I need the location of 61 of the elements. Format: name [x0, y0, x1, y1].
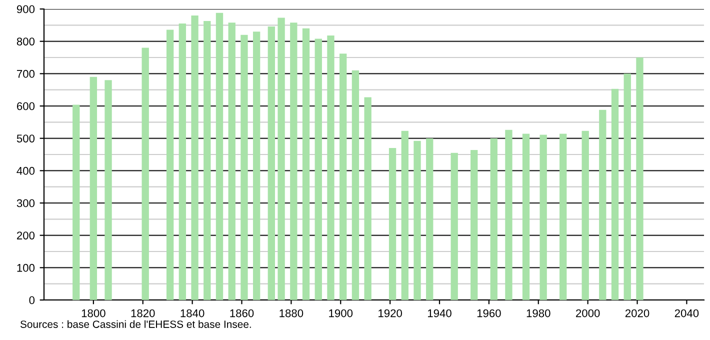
y-tick-label: 700 [17, 70, 35, 78]
bar [327, 36, 334, 300]
y-tick-label: 800 [16, 38, 35, 46]
bar [178, 24, 186, 300]
x-tick-label: 1980 [526, 309, 550, 318]
y-tick-label: 600 [17, 102, 35, 110]
bar [191, 15, 198, 300]
bar [72, 104, 80, 300]
bar [166, 30, 174, 300]
bar [470, 150, 478, 300]
bar [104, 80, 112, 300]
bar [90, 76, 98, 300]
x-tick-label: 1840 [180, 309, 204, 318]
source-note: Sources : base Cassini de l'EHESS et base Insee. [20, 320, 251, 328]
x-tick-label: 2000 [576, 309, 600, 318]
bar [450, 152, 458, 300]
x-tick-label: 1820 [131, 309, 155, 318]
y-tick-label: 900 [16, 5, 35, 14]
bar [142, 48, 149, 300]
bar [560, 134, 567, 300]
bar [624, 74, 631, 300]
bar [599, 110, 606, 300]
bar [253, 32, 260, 300]
bar [636, 58, 644, 300]
y-tick-label: 0 [29, 296, 35, 304]
y-tick-label: 400 [16, 166, 35, 175]
bar [364, 97, 372, 300]
bar [388, 148, 396, 300]
x-tick-label: 1800 [82, 309, 106, 318]
bar [611, 88, 619, 300]
y-tick-label: 100 [17, 264, 35, 272]
bar [278, 18, 285, 300]
bar [352, 70, 360, 300]
bar [426, 138, 434, 300]
y-tick-label: 300 [16, 199, 35, 208]
y-tick-label: 200 [16, 232, 35, 240]
bar [340, 54, 347, 300]
bar [401, 130, 408, 300]
bar [268, 26, 275, 300]
bar [582, 130, 589, 300]
x-tick-label: 1960 [477, 309, 501, 318]
bar [522, 134, 530, 300]
x-tick-label: 1860 [230, 309, 254, 318]
bar [240, 34, 248, 300]
bar [540, 134, 547, 300]
x-tick-label: 2020 [625, 309, 650, 318]
x-tick-label: 1900 [329, 309, 353, 318]
x-tick-label: 1940 [428, 309, 452, 318]
x-tick-label: 1920 [378, 309, 402, 318]
bar [290, 22, 298, 300]
bar [302, 28, 310, 300]
bar [505, 130, 512, 300]
bar [314, 38, 322, 300]
y-tick-label: 500 [16, 134, 35, 142]
bar [204, 20, 211, 300]
bar [490, 138, 498, 300]
x-tick-label: 1880 [280, 309, 304, 318]
x-tick-label: 2040 [674, 309, 699, 318]
bar [228, 22, 236, 300]
bar [216, 12, 224, 300]
bar [414, 140, 421, 300]
